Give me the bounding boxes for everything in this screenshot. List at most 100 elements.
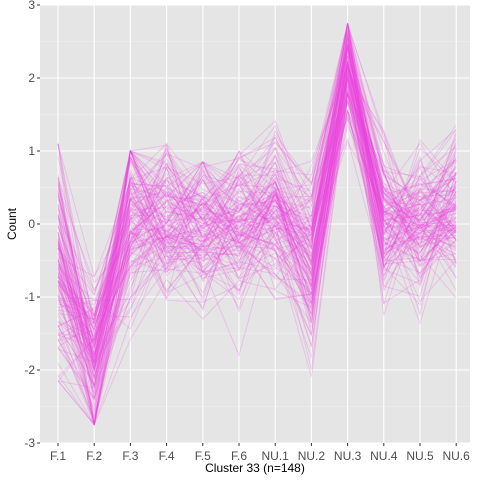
series-line bbox=[57, 35, 457, 399]
y-axis-title: Count bbox=[5, 207, 19, 240]
series-line bbox=[57, 101, 457, 356]
series-line bbox=[57, 65, 457, 391]
series-line bbox=[57, 44, 457, 316]
series-line bbox=[57, 64, 457, 330]
series-line bbox=[57, 99, 457, 282]
series-line bbox=[57, 56, 457, 364]
series-line bbox=[57, 82, 457, 302]
series-line bbox=[57, 94, 457, 362]
series-line bbox=[57, 91, 457, 385]
series-line bbox=[57, 64, 457, 389]
series-line bbox=[57, 24, 457, 359]
x-tick-label: F.5 bbox=[195, 449, 211, 463]
series-line bbox=[57, 93, 457, 321]
series-line bbox=[57, 80, 457, 379]
series-line bbox=[57, 37, 457, 367]
series-line bbox=[57, 140, 457, 355]
series-line bbox=[57, 24, 457, 348]
series-line bbox=[57, 55, 457, 427]
series-line bbox=[57, 27, 457, 315]
series-line bbox=[57, 93, 457, 347]
series-line bbox=[57, 64, 457, 362]
series-line bbox=[57, 75, 457, 417]
series-line bbox=[57, 78, 457, 349]
series-line bbox=[57, 98, 457, 371]
series-line bbox=[57, 60, 457, 328]
series-line bbox=[57, 50, 457, 426]
series-line bbox=[57, 79, 457, 331]
series-line bbox=[57, 85, 457, 425]
series-line bbox=[57, 23, 457, 368]
series-line bbox=[57, 96, 457, 343]
series-line bbox=[57, 75, 457, 335]
x-tick-label: NU.3 bbox=[334, 449, 362, 463]
series-line bbox=[57, 60, 457, 313]
series-line bbox=[57, 70, 457, 425]
series-line bbox=[57, 74, 457, 346]
series-line bbox=[57, 76, 457, 364]
series-line bbox=[57, 65, 457, 345]
series-line bbox=[57, 84, 457, 356]
series-line bbox=[57, 76, 457, 324]
series-line bbox=[57, 41, 457, 367]
series-line bbox=[57, 47, 457, 372]
series-line bbox=[57, 43, 457, 344]
series-line bbox=[57, 55, 457, 321]
series-line bbox=[57, 92, 457, 316]
series-line bbox=[57, 34, 457, 324]
series-line bbox=[57, 123, 457, 327]
series-line bbox=[57, 61, 457, 349]
series-line bbox=[57, 63, 457, 420]
y-tick-label: -1 bbox=[24, 290, 35, 304]
series-line bbox=[57, 29, 457, 318]
series-line bbox=[57, 45, 457, 361]
series-line bbox=[57, 69, 457, 402]
series-line bbox=[57, 23, 457, 398]
series-line bbox=[57, 137, 457, 426]
series-line bbox=[57, 84, 457, 426]
series-line bbox=[57, 44, 457, 328]
series-line bbox=[57, 91, 457, 359]
series-line bbox=[57, 110, 457, 342]
series-line bbox=[57, 46, 457, 317]
series-line bbox=[57, 47, 457, 351]
series-line bbox=[57, 34, 457, 412]
minor-gridlines bbox=[40, 41, 470, 407]
series-line bbox=[57, 35, 457, 370]
series-line bbox=[57, 46, 457, 425]
series-line bbox=[57, 36, 457, 326]
series-line bbox=[57, 31, 457, 373]
series-line bbox=[57, 23, 457, 364]
series-line bbox=[57, 59, 457, 347]
series-line bbox=[57, 32, 457, 378]
series-line bbox=[57, 78, 457, 366]
series-line bbox=[57, 68, 457, 382]
series-line bbox=[57, 77, 457, 350]
series-line bbox=[57, 91, 457, 378]
series-line bbox=[57, 39, 457, 325]
x-axis-title: Cluster 33 (n=148) bbox=[205, 461, 305, 475]
series-line bbox=[57, 74, 457, 341]
series-line bbox=[57, 100, 457, 336]
x-axis: F.1 F.2 F.3 F.4 F.5 F.6 NU.1 NU.2 NU.3 NU.4 NU.5 NU… bbox=[50, 443, 470, 463]
x-tick-label: F.1 bbox=[50, 449, 66, 463]
series-line bbox=[57, 109, 457, 356]
series-line bbox=[57, 74, 457, 331]
series-line bbox=[57, 69, 457, 303]
series-line bbox=[57, 23, 457, 317]
series-line bbox=[57, 61, 457, 394]
series-line bbox=[57, 23, 457, 297]
y-tick-label: 1 bbox=[28, 144, 35, 158]
x-tick-label: NU.2 bbox=[298, 449, 326, 463]
series-line bbox=[57, 81, 457, 423]
x-tick-label: F.6 bbox=[231, 449, 247, 463]
series-line bbox=[57, 117, 457, 425]
y-tick-label: 0 bbox=[28, 217, 35, 231]
series-line bbox=[57, 89, 457, 373]
series-line bbox=[57, 56, 457, 413]
series-line bbox=[57, 68, 457, 367]
series-line bbox=[57, 68, 457, 382]
y-axis: -3 -2 -1 0 1 2 3 bbox=[24, 0, 40, 450]
major-gridlines bbox=[40, 4, 470, 444]
